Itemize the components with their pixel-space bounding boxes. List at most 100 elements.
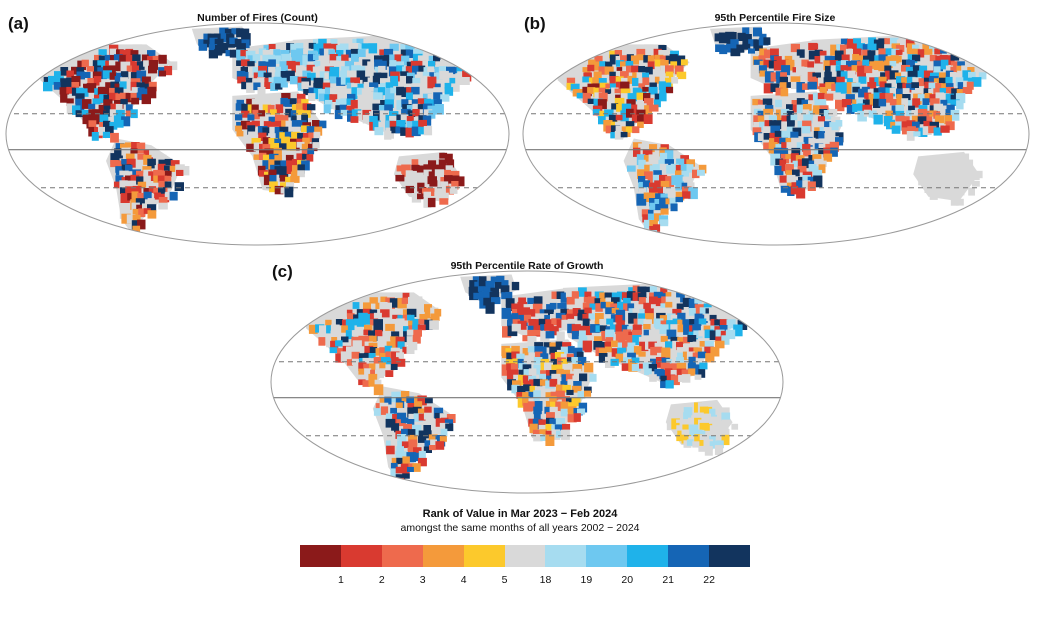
region-cell (856, 98, 866, 106)
region-cell (439, 435, 447, 442)
region-cell (654, 93, 664, 101)
region-cell (340, 109, 349, 116)
region-cell (396, 446, 404, 456)
region-cell (364, 335, 373, 343)
region-cell (620, 131, 628, 138)
region-cell (411, 193, 422, 203)
region-cell (367, 77, 375, 86)
legend-label-19: 19 (580, 574, 593, 586)
region-cell (351, 351, 360, 360)
region-cell (406, 76, 414, 84)
region-cell (345, 77, 355, 85)
region-cell (246, 98, 255, 109)
region-cell (284, 137, 295, 146)
region-cell (733, 324, 743, 337)
map-frame (522, 22, 1030, 246)
region-cell (131, 191, 139, 200)
region-cell (568, 402, 577, 411)
world-map-c (270, 270, 784, 494)
region-cell (924, 171, 933, 179)
region-cell (407, 429, 416, 437)
region-cell (589, 373, 597, 382)
region-cell (170, 160, 180, 168)
region-cell (780, 88, 789, 97)
region-cell (113, 54, 123, 66)
region-cell (54, 71, 61, 79)
region-cell (518, 374, 527, 386)
region-cell (637, 103, 647, 113)
region-cell (796, 66, 805, 76)
region-cell (137, 219, 146, 230)
region-cell (660, 335, 668, 344)
region-cell (148, 171, 158, 181)
region-cell (661, 293, 670, 300)
region-cell (566, 82, 575, 90)
region-cell (670, 61, 678, 69)
region-cell (895, 55, 905, 63)
region-cell (790, 131, 799, 140)
region-cell (626, 65, 636, 73)
region-cell (286, 141, 297, 151)
region-cell (513, 374, 522, 384)
region-cell (164, 181, 172, 188)
region-cell (390, 87, 398, 94)
region-cell (533, 434, 543, 442)
region-cell (97, 86, 106, 96)
region-cell (418, 435, 427, 443)
region-cell (896, 39, 905, 47)
region-cell (676, 158, 685, 168)
region-cell (424, 440, 433, 449)
region-cell (402, 456, 410, 465)
region-cell (226, 33, 233, 40)
region-cell (573, 368, 582, 378)
region-cell (103, 70, 112, 79)
region-cell (874, 77, 882, 87)
region-cell (142, 203, 151, 212)
region-cell (422, 71, 430, 78)
region-cell (791, 100, 799, 106)
region-cell (655, 186, 663, 197)
region-cell (406, 87, 413, 95)
region-cell (587, 98, 595, 104)
region-cell (856, 61, 865, 69)
region-cell (289, 98, 297, 105)
region-cell (121, 159, 129, 165)
region-cell (312, 120, 320, 130)
region-cell (577, 302, 587, 313)
region-cell (237, 76, 246, 84)
region-cell (523, 384, 531, 392)
legend-label-3: 3 (419, 574, 426, 586)
region-cell (523, 369, 532, 377)
region-cell (507, 320, 517, 332)
region-cell (378, 105, 386, 112)
region-cell (301, 114, 308, 124)
region-cell (565, 373, 574, 383)
legend-title: Rank of Value in Mar 2023 − Feb 2024 (422, 508, 618, 520)
region-cell (775, 99, 782, 108)
region-cell (829, 122, 839, 131)
region-cell (664, 149, 674, 161)
region-cell (665, 86, 674, 94)
region-cell (379, 362, 387, 371)
region-cell (438, 66, 447, 75)
region-cell (147, 204, 157, 212)
region-cell (774, 136, 782, 144)
region-cell (670, 203, 678, 212)
region-cell (654, 149, 662, 159)
region-cell (374, 379, 382, 387)
region-cell (902, 88, 910, 95)
region-cell (350, 116, 359, 123)
region-cell (956, 175, 966, 187)
region-cell (672, 318, 682, 329)
region-cell (427, 165, 436, 174)
region-cell (198, 43, 207, 51)
region-cell (549, 396, 557, 402)
region-cell (153, 169, 162, 180)
region-cell (407, 447, 416, 453)
region-cell (660, 208, 669, 215)
region-cell (852, 86, 860, 93)
region-cell (358, 362, 367, 372)
region-cell (577, 325, 586, 333)
region-cell (644, 44, 654, 54)
region-cell (405, 170, 413, 178)
